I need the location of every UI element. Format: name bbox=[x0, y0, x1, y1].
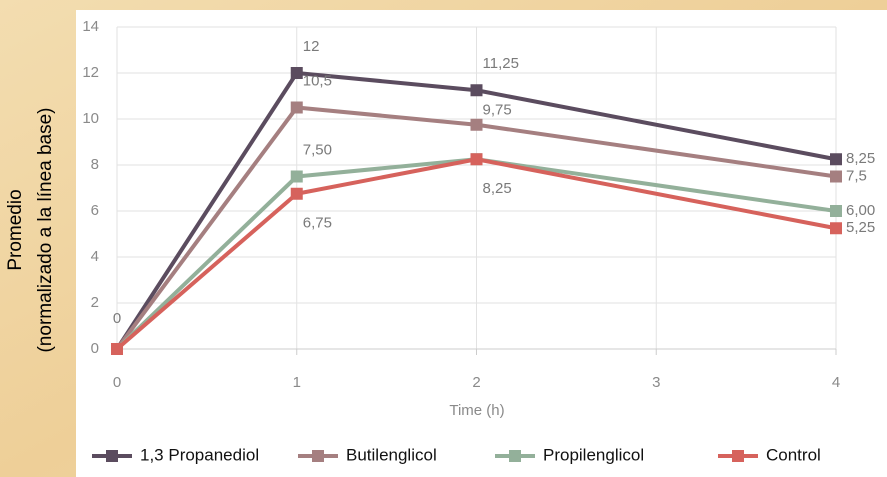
data-label: 9,75 bbox=[483, 102, 512, 119]
data-label: 7,5 bbox=[846, 167, 867, 184]
data-point bbox=[111, 343, 123, 355]
series-line bbox=[115, 157, 837, 351]
data-label: 8,25 bbox=[846, 150, 875, 167]
legend-label: 1,3 Propanediol bbox=[140, 445, 259, 464]
data-label: 11,25 bbox=[483, 55, 519, 72]
data-point bbox=[470, 84, 483, 97]
y-axis-label: (normalizado a la línea base) bbox=[35, 107, 56, 352]
series-line bbox=[115, 105, 837, 351]
data-label: 12 bbox=[303, 38, 320, 55]
x-axis-label: Time (h) bbox=[449, 402, 504, 419]
data-point bbox=[470, 153, 483, 166]
y-tick-label: 2 bbox=[91, 294, 99, 311]
y-tick-label: 8 bbox=[91, 156, 99, 173]
data-label: 5,25 bbox=[846, 219, 875, 236]
legend-label: Propilenglicol bbox=[543, 445, 644, 464]
series-line bbox=[115, 71, 837, 351]
data-point bbox=[830, 170, 842, 183]
data-label: 6,00 bbox=[846, 202, 875, 219]
data-point bbox=[830, 153, 842, 166]
x-tick-label: 3 bbox=[652, 374, 660, 391]
series-line bbox=[115, 157, 837, 351]
data-point bbox=[290, 67, 303, 79]
data-point bbox=[470, 118, 483, 131]
data-label: 10,5 bbox=[303, 72, 332, 89]
legend-marker bbox=[312, 450, 324, 462]
legend-marker bbox=[106, 450, 118, 462]
legend-marker bbox=[509, 450, 521, 462]
data-point bbox=[830, 205, 842, 217]
data-label: 6,75 bbox=[303, 215, 332, 232]
y-tick-label: 12 bbox=[82, 64, 99, 81]
data-point bbox=[290, 101, 303, 114]
data-label: 8,25 bbox=[483, 180, 512, 197]
legend-label: Control bbox=[766, 445, 821, 464]
data-label: 0 bbox=[113, 310, 121, 327]
y-tick-label: 0 bbox=[91, 340, 99, 357]
y-axis-label: Promedio bbox=[5, 189, 26, 270]
x-tick-label: 4 bbox=[832, 374, 840, 391]
y-tick-label: 14 bbox=[82, 18, 99, 35]
data-point bbox=[830, 222, 842, 235]
legend-marker bbox=[732, 450, 744, 462]
y-tick-label: 10 bbox=[82, 110, 99, 127]
data-point bbox=[290, 170, 303, 183]
legend-label: Butilenglicol bbox=[346, 445, 437, 464]
data-label: 7,50 bbox=[303, 141, 332, 158]
x-tick-label: 0 bbox=[113, 374, 121, 391]
data-point bbox=[290, 187, 303, 200]
y-tick-label: 4 bbox=[91, 248, 99, 265]
y-tick-label: 6 bbox=[91, 202, 99, 219]
x-tick-label: 1 bbox=[293, 374, 301, 391]
x-tick-label: 2 bbox=[472, 374, 480, 391]
